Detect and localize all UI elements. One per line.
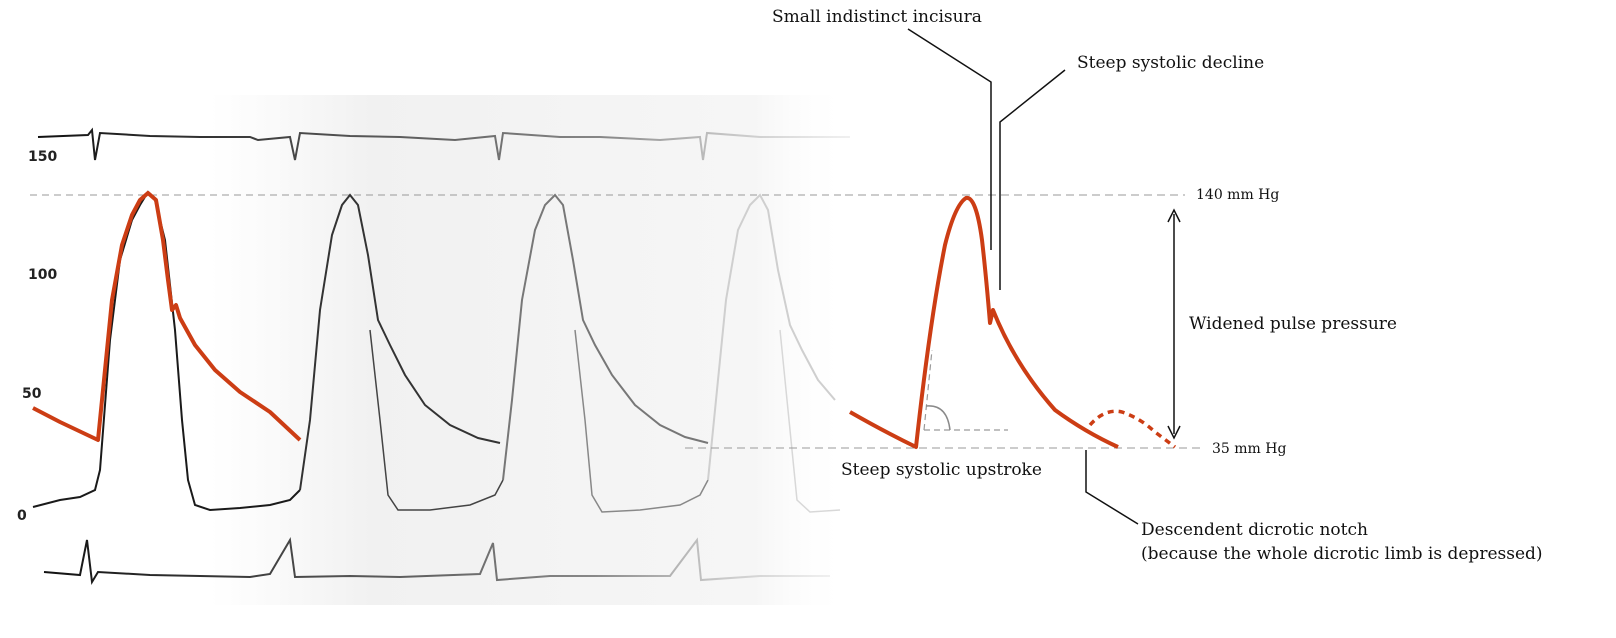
scale-tick-150: 150 [28,149,57,165]
top-ecg-trace [37,127,850,161]
pressure-beat-3 [502,193,709,481]
pulse-pressure-label: Widened pulse pressure [1189,314,1397,334]
notch-label-line1: Descendent dicrotic notch [1141,520,1368,540]
decline-leader-line [999,69,1066,290]
scale-tick-0: 0 [17,508,27,524]
normal-dicrotic-wave-dotted [1088,409,1177,449]
right-schematic-panel: 140 mm Hg 35 mm Hg Small indistinct inci… [685,7,1543,564]
pulse-pressure-arrow [1167,208,1181,440]
left-tracing-panel: 150 100 50 0 [17,95,850,605]
schematic-waveform [849,196,1119,449]
scale-tick-100: 100 [28,267,57,283]
incisura-leader-line [907,28,992,250]
level-label-140: 140 mm Hg [1196,187,1279,203]
pressure-beat-4 [707,193,836,481]
pressure-beat-3-baseline [574,329,709,513]
pressure-beat-2 [299,193,501,491]
notch-label-line2: (because the whole dicrotic limb is depr… [1141,544,1543,564]
level-label-35: 35 mm Hg [1212,441,1286,457]
tracing-background [210,95,850,605]
scale-tick-50: 50 [22,386,42,402]
decline-label: Steep systolic decline [1077,53,1264,73]
notch-leader-line [1085,450,1139,525]
upstroke-label: Steep systolic upstroke [841,460,1042,480]
incisura-label: Small indistinct incisura [772,7,982,27]
pressure-beat-4-baseline [779,329,841,513]
upstroke-angle-guide [923,349,1008,431]
pressure-beat-2-baseline [369,329,504,511]
bottom-ecg-trace [43,537,830,586]
highlighted-pressure-beat [32,191,302,442]
